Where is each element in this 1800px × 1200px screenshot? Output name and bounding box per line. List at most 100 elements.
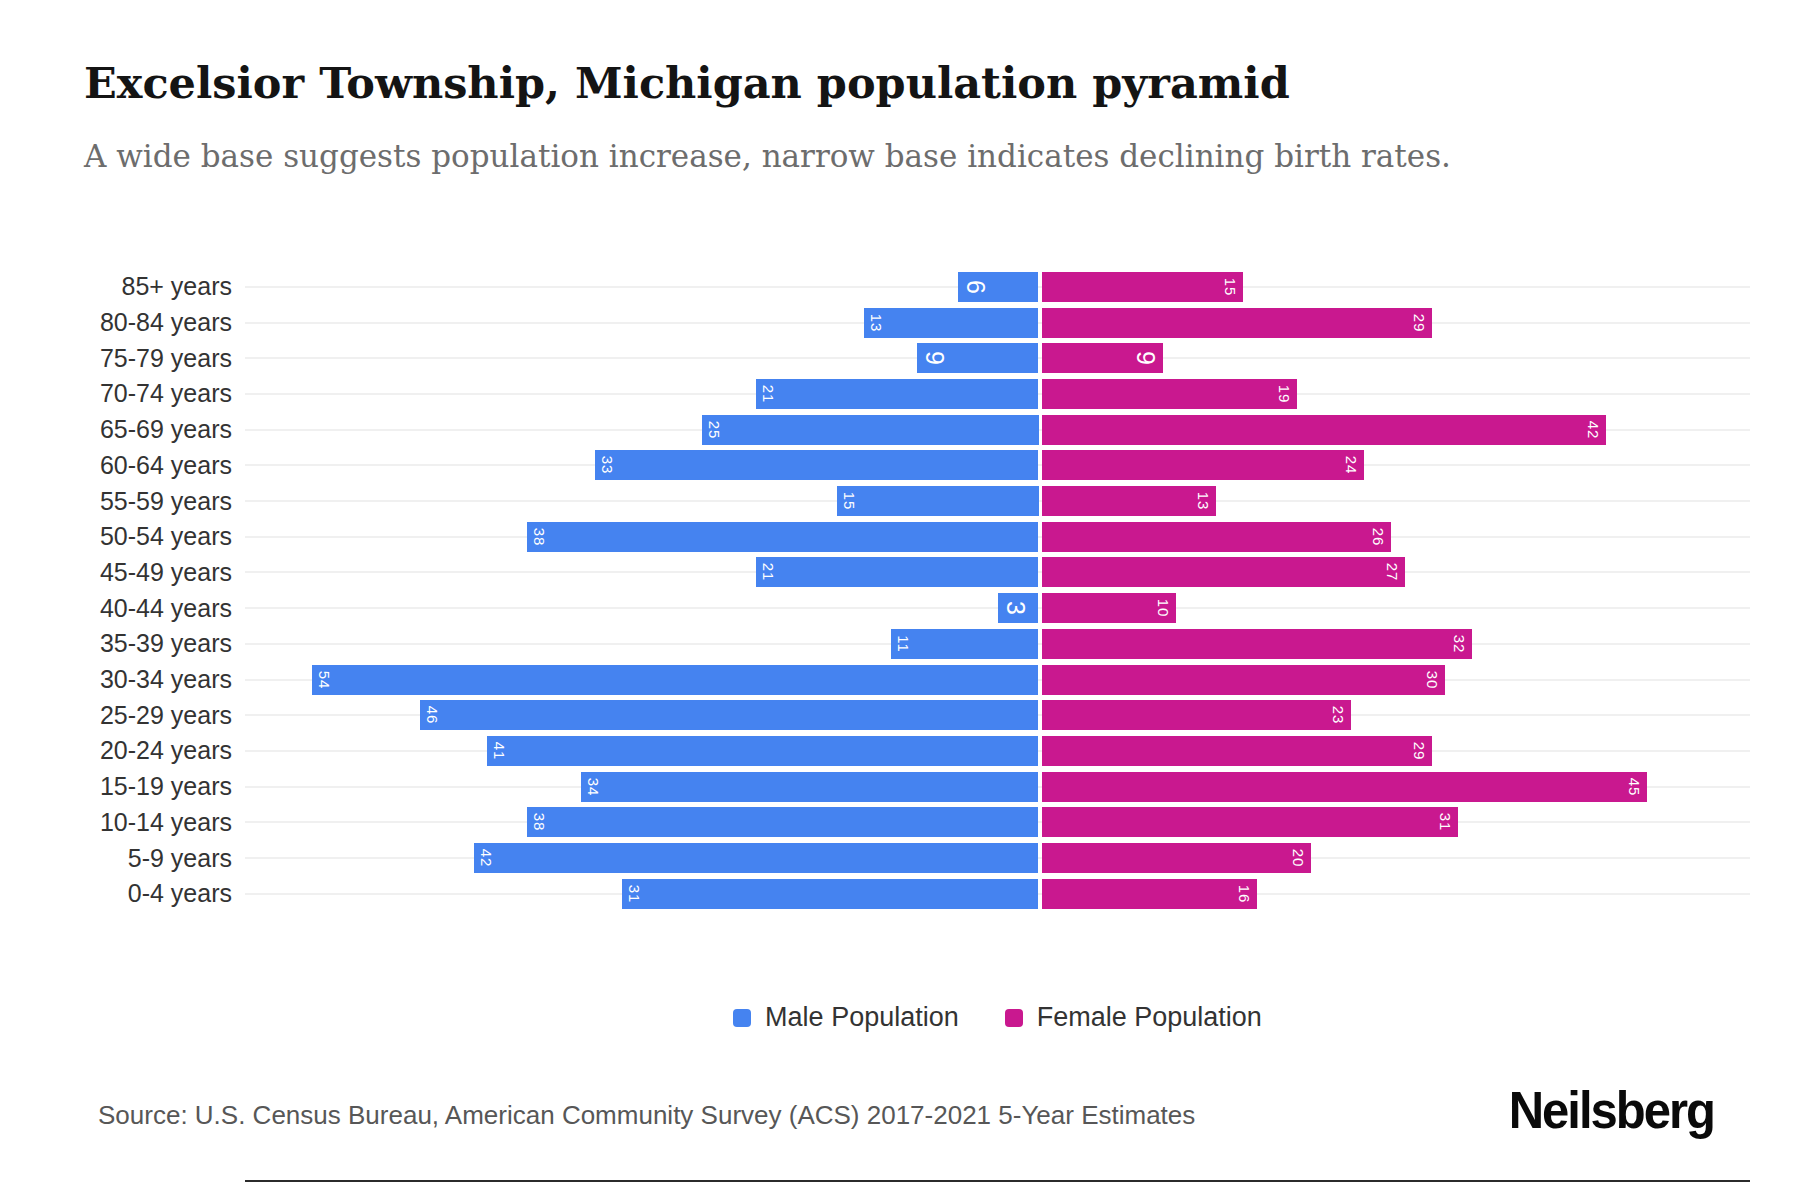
male-bar[interactable]: 15 xyxy=(837,486,1039,516)
pyramid-row: 40-44 years310 xyxy=(0,590,1800,626)
pyramid-row: 35-39 years1132 xyxy=(0,626,1800,662)
page-subtitle: A wide base suggests population increase… xyxy=(84,138,1451,174)
age-group-label: 85+ years xyxy=(0,269,232,305)
female-bar[interactable]: 42 xyxy=(1042,415,1607,445)
age-group-label: 75-79 years xyxy=(0,340,232,376)
age-group-label: 65-69 years xyxy=(0,412,232,448)
female-bar[interactable]: 29 xyxy=(1042,736,1432,766)
female-bar[interactable]: 15 xyxy=(1042,272,1244,302)
female-bar[interactable]: 16 xyxy=(1042,879,1257,909)
legend-label: Female Population xyxy=(1037,1002,1262,1033)
male-bar-value: 31 xyxy=(627,884,642,903)
legend-item-male[interactable]: Male Population xyxy=(733,1002,959,1033)
age-group-label: 30-34 years xyxy=(0,662,232,698)
pyramid-chart: 85+ years 6 15 80-84 years 13 29 75-79 years 9 9… xyxy=(0,269,1800,912)
male-bar[interactable]: 11 xyxy=(891,629,1039,659)
age-group-label: 55-59 years xyxy=(0,483,232,519)
source-attribution: Source: U.S. Census Bureau, American Com… xyxy=(98,1100,1195,1131)
female-bar[interactable]: 26 xyxy=(1042,522,1392,552)
male-bar-value: 21 xyxy=(761,385,776,404)
female-bar[interactable]: 32 xyxy=(1042,629,1472,659)
male-bar-value: 3 xyxy=(1003,601,1028,615)
pyramid-row: 30-34 years 54 30 xyxy=(0,662,1800,698)
male-bar[interactable]: 6 xyxy=(958,272,1039,302)
male-bar[interactable]: 9 xyxy=(917,343,1038,373)
male-bar[interactable]: 34 xyxy=(581,772,1038,802)
female-bar-value: 23 xyxy=(1331,706,1346,725)
male-legend-swatch-icon xyxy=(733,1009,751,1027)
female-bar[interactable]: 30 xyxy=(1042,665,1446,695)
pyramid-row: 65-69 years 25 42 xyxy=(0,412,1800,448)
chart-legend: Male Population Female Population xyxy=(245,1002,1750,1033)
pyramid-row: 20-24 years4129 xyxy=(0,733,1800,769)
female-bar[interactable]: 9 xyxy=(1042,343,1163,373)
pyramid-row: 45-49 years2127 xyxy=(0,555,1800,591)
male-bar-value: 25 xyxy=(707,420,722,439)
legend-item-female[interactable]: Female Population xyxy=(1005,1002,1262,1033)
male-bar-value: 13 xyxy=(869,313,884,332)
female-bar-value: 13 xyxy=(1196,492,1211,511)
female-bar[interactable]: 45 xyxy=(1042,772,1647,802)
female-bar[interactable]: 24 xyxy=(1042,450,1365,480)
male-bar[interactable]: 42 xyxy=(474,843,1039,873)
male-bar[interactable]: 46 xyxy=(420,700,1039,730)
age-group-label: 0-4 years xyxy=(0,876,232,912)
age-group-label: 70-74 years xyxy=(0,376,232,412)
female-bar[interactable]: 13 xyxy=(1042,486,1217,516)
male-bar-value: 11 xyxy=(896,635,911,653)
pyramid-row: 70-74 years 21 19 xyxy=(0,376,1800,412)
male-bar[interactable]: 33 xyxy=(595,450,1039,480)
male-bar-value: 41 xyxy=(492,742,507,761)
age-group-label: 50-54 years xyxy=(0,519,232,555)
female-bar[interactable]: 20 xyxy=(1042,843,1311,873)
age-group-label: 15-19 years xyxy=(0,769,232,805)
female-bar[interactable]: 10 xyxy=(1042,593,1177,623)
female-bar[interactable]: 23 xyxy=(1042,700,1351,730)
male-bar[interactable]: 38 xyxy=(527,807,1038,837)
female-bar-value: 16 xyxy=(1237,884,1252,903)
male-bar[interactable]: 31 xyxy=(622,879,1039,909)
male-bar[interactable]: 13 xyxy=(864,308,1039,338)
pyramid-row: 60-64 years3324 xyxy=(0,448,1800,484)
female-bar-value: 45 xyxy=(1627,777,1642,796)
male-bar-value: 38 xyxy=(532,813,547,832)
male-bar[interactable]: 3 xyxy=(998,593,1038,623)
male-bar[interactable]: 21 xyxy=(756,557,1038,587)
male-bar[interactable]: 21 xyxy=(756,379,1038,409)
male-bar[interactable]: 38 xyxy=(527,522,1038,552)
female-bar-value: 20 xyxy=(1291,849,1306,868)
population-pyramid-page: Excelsior Township, Michigan population … xyxy=(0,0,1800,1200)
female-bar-value: 42 xyxy=(1586,420,1601,439)
female-bar[interactable]: 31 xyxy=(1042,807,1459,837)
age-group-label: 10-14 years xyxy=(0,805,232,841)
age-group-label: 25-29 years xyxy=(0,697,232,733)
female-legend-swatch-icon xyxy=(1005,1009,1023,1027)
male-bar-value: 15 xyxy=(842,492,857,511)
neilsberg-logo: Neilsberg xyxy=(1509,1081,1714,1139)
male-bar-value: 6 xyxy=(963,280,988,294)
pyramid-row: 75-79 years 9 9 xyxy=(0,340,1800,376)
female-bar[interactable]: 19 xyxy=(1042,379,1298,409)
female-bar[interactable]: 27 xyxy=(1042,557,1405,587)
female-bar-value: 30 xyxy=(1425,670,1440,689)
pyramid-row: 10-14 years 38 31 xyxy=(0,805,1800,841)
male-bar[interactable]: 41 xyxy=(487,736,1038,766)
male-bar-value: 46 xyxy=(425,706,440,725)
age-group-label: 80-84 years xyxy=(0,305,232,341)
male-bar-value: 34 xyxy=(586,777,601,796)
pyramid-row: 0-4 years 31 16 xyxy=(0,876,1800,912)
female-bar-value: 32 xyxy=(1452,635,1467,654)
pyramid-row: 55-59 years 15 13 xyxy=(0,483,1800,519)
female-bar[interactable]: 29 xyxy=(1042,308,1432,338)
female-bar-value: 26 xyxy=(1371,527,1386,546)
male-bar[interactable]: 25 xyxy=(702,415,1038,445)
male-bar[interactable]: 54 xyxy=(312,665,1038,695)
male-bar-value: 42 xyxy=(479,849,494,868)
female-bar-value: 9 xyxy=(1133,351,1158,365)
male-bar-value: 9 xyxy=(922,351,947,365)
pyramid-row: 15-19 years 34 45 xyxy=(0,769,1800,805)
female-bar-value: 29 xyxy=(1412,313,1427,332)
pyramid-row: 50-54 years 38 26 xyxy=(0,519,1800,555)
legend-label: Male Population xyxy=(765,1002,959,1033)
pyramid-row: 80-84 years 13 29 xyxy=(0,305,1800,341)
